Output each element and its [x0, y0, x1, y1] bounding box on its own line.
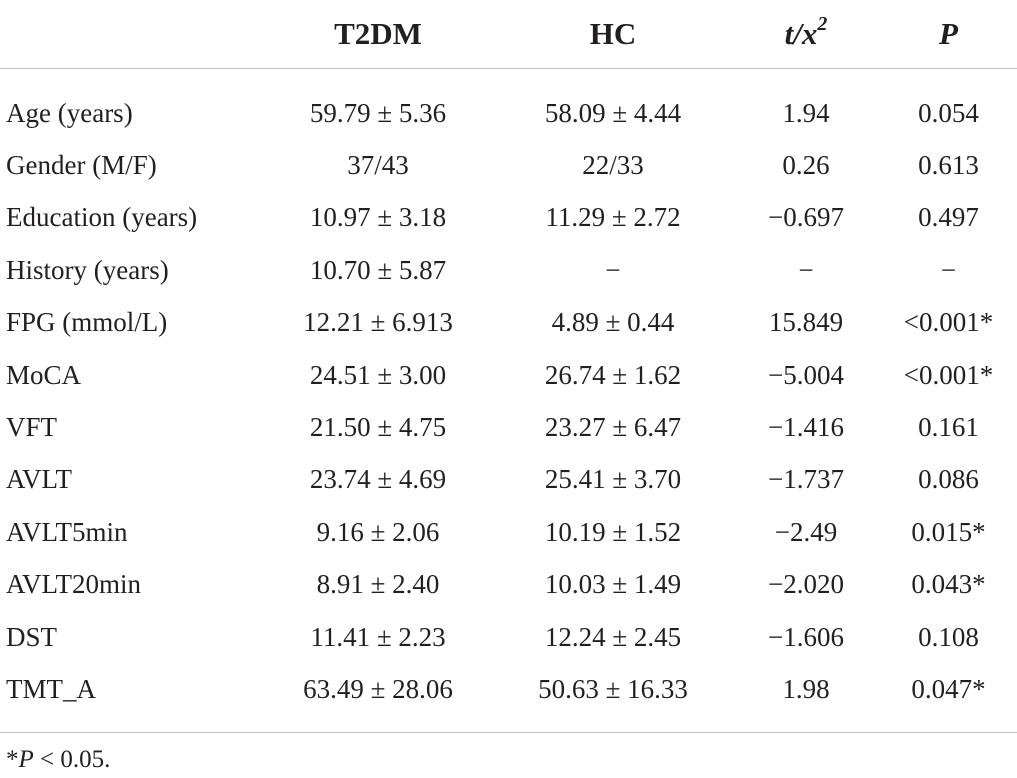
- table-footnote: *P < 0.05.: [6, 746, 110, 774]
- row-label: MoCA: [6, 359, 82, 390]
- table-row: AVLT20min 8.91 ± 2.40 10.03 ± 1.49 −2.020 0.…: [0, 559, 1017, 611]
- cell-t-statistic: 1.98: [782, 673, 830, 704]
- table-row: Education (years) 10.97 ± 3.18 11.29 ± 2.7…: [0, 192, 1017, 244]
- cell-t2dm: 23.74 ± 4.69: [309, 464, 447, 495]
- cell-p-value: 0.497: [918, 202, 979, 233]
- cell-t-statistic: 15.849: [768, 307, 844, 338]
- cell-hc: 11.29 ± 2.72: [545, 202, 681, 233]
- row-label: DST: [6, 621, 58, 652]
- row-label: TMT_A: [6, 673, 96, 704]
- cell-t2dm: 21.50 ± 4.75: [309, 412, 447, 443]
- cell-hc: 12.24 ± 2.45: [544, 621, 682, 652]
- cell-t2dm: 37/43: [347, 150, 409, 181]
- cell-t-statistic: −: [798, 254, 814, 285]
- cell-t2dm: 63.49 ± 28.06: [303, 673, 453, 704]
- footnote-text: < 0.05.: [33, 746, 111, 773]
- cell-hc: 4.89 ± 0.44: [551, 307, 675, 338]
- cell-t2dm: 8.91 ± 2.40: [316, 569, 440, 600]
- header-p-value: P: [880, 0, 1017, 69]
- cell-hc: 22/33: [582, 150, 644, 181]
- cell-t2dm: 12.21 ± 6.913: [303, 307, 453, 338]
- row-label: AVLT5min: [6, 516, 128, 547]
- row-label: VFT: [6, 412, 58, 443]
- cell-hc: 50.63 ± 16.33: [538, 673, 688, 704]
- header-row: T2DM HC t/x2 P: [0, 0, 1017, 69]
- cell-t-statistic: 1.94: [782, 97, 830, 128]
- cell-t-statistic: −1.606: [768, 621, 844, 652]
- cell-hc: 58.09 ± 4.44: [544, 97, 682, 128]
- cell-t-statistic: 0.26: [782, 150, 830, 181]
- table-row: FPG (mmol/L) 12.21 ± 6.913 4.89 ± 0.44 15.8…: [0, 297, 1017, 349]
- table-spacer: [0, 69, 1017, 88]
- table-body: Age (years) 59.79 ± 5.36 58.09 ± 4.44 1.94 0…: [0, 69, 1017, 733]
- row-label: AVLT20min: [6, 569, 142, 600]
- header-t2dm: T2DM: [262, 0, 494, 69]
- header-hc: HC: [494, 0, 732, 69]
- cell-p-value: 0.015*: [911, 516, 986, 547]
- cell-hc: 23.27 ± 6.47: [544, 412, 682, 443]
- table-row: Gender (M/F) 37/43 22/33 0.26 0.613: [0, 139, 1017, 191]
- cell-t2dm: 10.70 ± 5.87: [309, 254, 447, 285]
- cell-t2dm: 59.79 ± 5.36: [309, 97, 447, 128]
- table-row: VFT 21.50 ± 4.75 23.27 ± 6.47 −1.416 0.161: [0, 401, 1017, 453]
- cell-p-value: 0.161: [918, 412, 979, 443]
- cell-t2dm: 10.97 ± 3.18: [309, 202, 447, 233]
- table-row: AVLT 23.74 ± 4.69 25.41 ± 3.70 −1.737 0.086: [0, 454, 1017, 506]
- header-t-label: t/x: [784, 16, 818, 51]
- cell-p-value: <0.001*: [903, 359, 994, 390]
- table-row: Age (years) 59.79 ± 5.36 58.09 ± 4.44 1.94 0…: [0, 87, 1017, 139]
- table-row: History (years) 10.70 ± 5.87 − − −: [0, 244, 1017, 296]
- cell-p-value: 0.086: [918, 464, 979, 495]
- cell-p-value: 0.043*: [911, 569, 986, 600]
- cell-p-value: 0.047*: [911, 673, 986, 704]
- cell-p-value: −: [940, 254, 957, 285]
- row-label: AVLT: [6, 464, 73, 495]
- footnote-marker: *: [6, 746, 19, 773]
- cell-t2dm: 9.16 ± 2.06: [316, 516, 440, 547]
- table-row: MoCA 24.51 ± 3.00 26.74 ± 1.62 −5.004 <0.001…: [0, 349, 1017, 401]
- cell-p-value: 0.054: [918, 97, 979, 128]
- row-label: Age (years): [6, 97, 133, 128]
- cell-hc: 26.74 ± 1.62: [544, 359, 682, 390]
- comparison-table: T2DM HC t/x2 P Age (years) 59.79 ± 5.36 58…: [0, 0, 1017, 733]
- table-row: AVLT5min 9.16 ± 2.06 10.19 ± 1.52 −2.49 0.01…: [0, 506, 1017, 558]
- table-row: TMT_A 63.49 ± 28.06 50.63 ± 16.33 1.98 0.047…: [0, 663, 1017, 715]
- cell-p-value: 0.613: [918, 150, 979, 181]
- row-label: Gender (M/F): [6, 150, 157, 181]
- data-table-container: T2DM HC t/x2 P Age (years) 59.79 ± 5.36 58…: [0, 0, 1017, 733]
- cell-t-statistic: −0.697: [768, 202, 844, 233]
- cell-p-value: <0.001*: [903, 307, 994, 338]
- table-bottom-rule: [0, 715, 1017, 733]
- cell-t-statistic: −2.49: [774, 516, 838, 547]
- cell-t-statistic: −1.737: [768, 464, 844, 495]
- row-label: FPG (mmol/L): [6, 307, 168, 338]
- table-header: T2DM HC t/x2 P: [0, 0, 1017, 69]
- header-t-superscript: 2: [817, 13, 828, 35]
- table-row: DST 11.41 ± 2.23 12.24 ± 2.45 −1.606 0.108: [0, 611, 1017, 663]
- cell-t-statistic: −5.004: [768, 359, 844, 390]
- row-label: Education (years): [6, 202, 198, 233]
- cell-p-value: 0.108: [918, 621, 979, 652]
- cell-t2dm: 24.51 ± 3.00: [309, 359, 447, 390]
- cell-hc: 10.03 ± 1.49: [544, 569, 682, 600]
- row-label: History (years): [6, 254, 169, 285]
- footnote-symbol: P: [18, 746, 34, 773]
- header-blank: [0, 0, 262, 69]
- cell-hc: −: [605, 254, 621, 285]
- cell-t-statistic: −1.416: [768, 412, 844, 443]
- cell-t2dm: 11.41 ± 2.23: [310, 621, 446, 652]
- cell-hc: 25.41 ± 3.70: [544, 464, 682, 495]
- header-t-statistic: t/x2: [732, 0, 880, 69]
- cell-hc: 10.19 ± 1.52: [544, 516, 682, 547]
- cell-t-statistic: −2.020: [768, 569, 844, 600]
